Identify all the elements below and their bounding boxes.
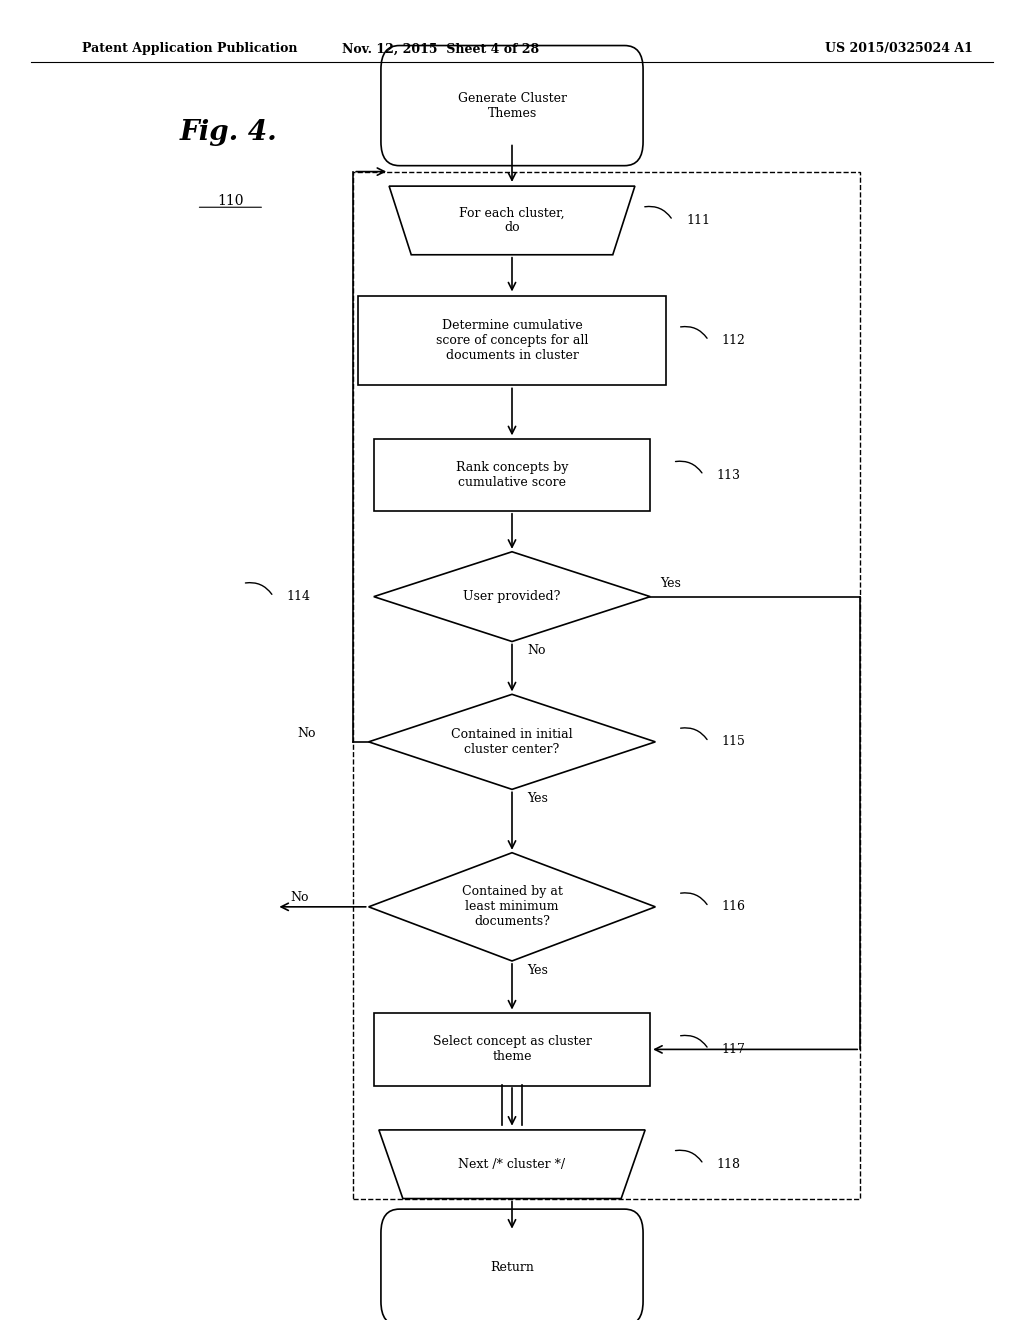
Polygon shape: [369, 694, 655, 789]
Text: For each cluster,
do: For each cluster, do: [459, 206, 565, 235]
FancyBboxPatch shape: [381, 45, 643, 165]
Bar: [374, 1014, 650, 1085]
Text: User provided?: User provided?: [463, 590, 561, 603]
Text: Contained by at
least minimum
documents?: Contained by at least minimum documents?: [462, 886, 562, 928]
Text: 115: 115: [722, 735, 745, 748]
Text: Fig. 4.: Fig. 4.: [179, 119, 276, 145]
Text: Select concept as cluster
theme: Select concept as cluster theme: [432, 1035, 592, 1064]
Text: Generate Cluster
Themes: Generate Cluster Themes: [458, 91, 566, 120]
Bar: [374, 438, 650, 511]
Text: 116: 116: [722, 900, 745, 913]
Bar: [358, 296, 666, 385]
Polygon shape: [374, 552, 650, 642]
Text: No: No: [297, 727, 315, 741]
Text: Next /* cluster */: Next /* cluster */: [459, 1158, 565, 1171]
FancyBboxPatch shape: [381, 1209, 643, 1320]
Bar: [353, 172, 860, 1199]
Polygon shape: [389, 186, 635, 255]
Text: Yes: Yes: [660, 577, 681, 590]
Text: No: No: [527, 644, 546, 657]
Text: Yes: Yes: [527, 964, 548, 977]
Text: Return: Return: [490, 1261, 534, 1274]
Text: Nov. 12, 2015  Sheet 4 of 28: Nov. 12, 2015 Sheet 4 of 28: [342, 42, 539, 55]
Text: Patent Application Publication: Patent Application Publication: [82, 42, 297, 55]
Text: Contained in initial
cluster center?: Contained in initial cluster center?: [452, 727, 572, 756]
Polygon shape: [379, 1130, 645, 1199]
Text: 114: 114: [287, 590, 310, 603]
Text: US 2015/0325024 A1: US 2015/0325024 A1: [825, 42, 973, 55]
Text: Determine cumulative
score of concepts for all
documents in cluster: Determine cumulative score of concepts f…: [436, 319, 588, 362]
Text: 110: 110: [217, 194, 244, 207]
Text: 111: 111: [686, 214, 710, 227]
Text: 113: 113: [717, 469, 740, 482]
Text: 112: 112: [722, 334, 745, 347]
Text: No: No: [291, 891, 309, 904]
Text: 118: 118: [717, 1158, 740, 1171]
Text: Rank concepts by
cumulative score: Rank concepts by cumulative score: [456, 461, 568, 490]
Text: Yes: Yes: [527, 792, 548, 805]
Text: 117: 117: [722, 1043, 745, 1056]
Polygon shape: [369, 853, 655, 961]
